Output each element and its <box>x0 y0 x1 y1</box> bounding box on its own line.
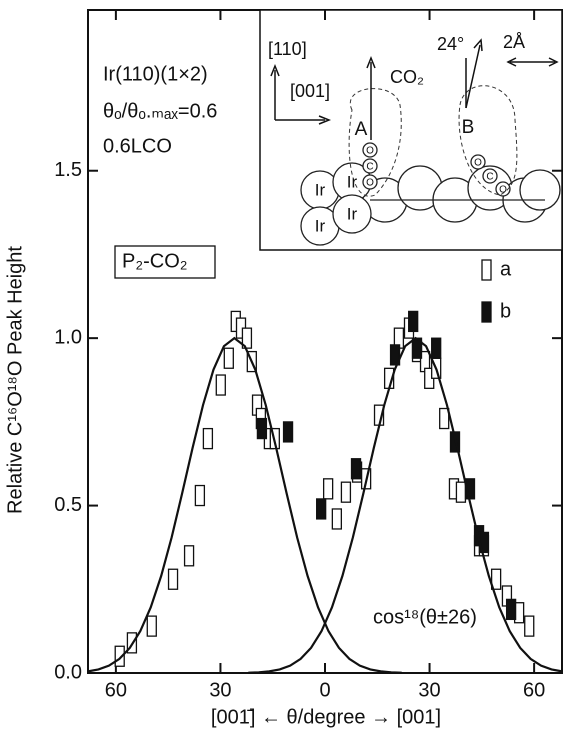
atoms <box>300 85 561 246</box>
x-tick-label: 60 <box>105 679 127 701</box>
x-tick-label: 0 <box>319 679 330 701</box>
data-point <box>524 615 535 637</box>
annotation: 0.6LCO <box>103 135 172 157</box>
inset-label: A <box>355 119 368 140</box>
data-point <box>183 545 195 567</box>
legend-label: b <box>500 300 511 322</box>
y-tick-label: 0.5 <box>54 494 82 516</box>
inset-label: C <box>366 162 373 173</box>
x-tick-label: 30 <box>418 679 440 701</box>
y-tick-label: 0.0 <box>54 661 82 683</box>
inset-label: Ir <box>347 172 358 191</box>
inset-label: [110] <box>268 39 307 59</box>
x-tick-label: 60 <box>523 679 545 701</box>
data-point <box>316 498 327 520</box>
arrows <box>270 38 559 140</box>
data-point <box>408 310 419 333</box>
data-point <box>256 417 268 440</box>
inset-label: Ir <box>315 216 326 235</box>
inset-label: Ir <box>315 180 326 199</box>
inset-label: O <box>499 185 507 196</box>
data-point <box>340 481 352 503</box>
legend-swatch <box>481 301 492 323</box>
annotation: Ir(110)(1×2) <box>103 63 208 85</box>
inset-label: B <box>462 117 475 138</box>
inset-label: 24° <box>437 34 464 54</box>
legend-swatch <box>481 259 492 281</box>
inset-label: Ir <box>347 204 358 223</box>
data-point <box>505 598 517 621</box>
inset-label: 2Å <box>503 32 525 52</box>
data-point <box>282 421 294 443</box>
x-axis-label: [001̄] ← θ/degree → [001] <box>211 706 441 728</box>
inset <box>259 9 563 251</box>
y-tick-label: 1.0 <box>54 326 82 348</box>
data-point <box>455 481 467 503</box>
label-box <box>114 245 216 279</box>
inset-label: C <box>486 172 493 183</box>
data-point <box>146 615 157 637</box>
data-point <box>241 327 253 349</box>
data-point <box>167 568 179 590</box>
data-point <box>350 458 362 480</box>
data-point <box>389 344 401 366</box>
inset-label: O <box>366 178 374 189</box>
fit-curve <box>248 336 563 674</box>
annotation: θₒ/θₒ.ₘₐₓ=0.6 <box>103 100 217 122</box>
inset-label: O <box>366 146 374 157</box>
y-axis-label: Relative C¹⁶O¹⁸O Peak Height <box>4 246 26 514</box>
data-point <box>215 374 226 396</box>
annotation: P₂-CO₂ <box>122 250 188 272</box>
data-point <box>194 484 206 507</box>
data-point <box>202 427 214 450</box>
annotation: cos¹⁸(θ±26) <box>373 606 477 628</box>
y-tick-label: 1.5 <box>54 159 82 181</box>
fit-curve <box>87 336 402 674</box>
legend-label: a <box>500 258 512 280</box>
data-point <box>223 347 234 369</box>
data-point <box>331 508 343 530</box>
data-point <box>490 568 502 590</box>
inset-label: [001] <box>290 81 330 101</box>
inset-label: CO₂ <box>390 67 424 87</box>
inset-label: O <box>474 158 482 169</box>
data-point <box>322 478 334 500</box>
data-point <box>431 337 442 359</box>
data-point <box>114 645 125 667</box>
x-tick-label: 30 <box>209 679 231 701</box>
data-point <box>439 407 450 430</box>
